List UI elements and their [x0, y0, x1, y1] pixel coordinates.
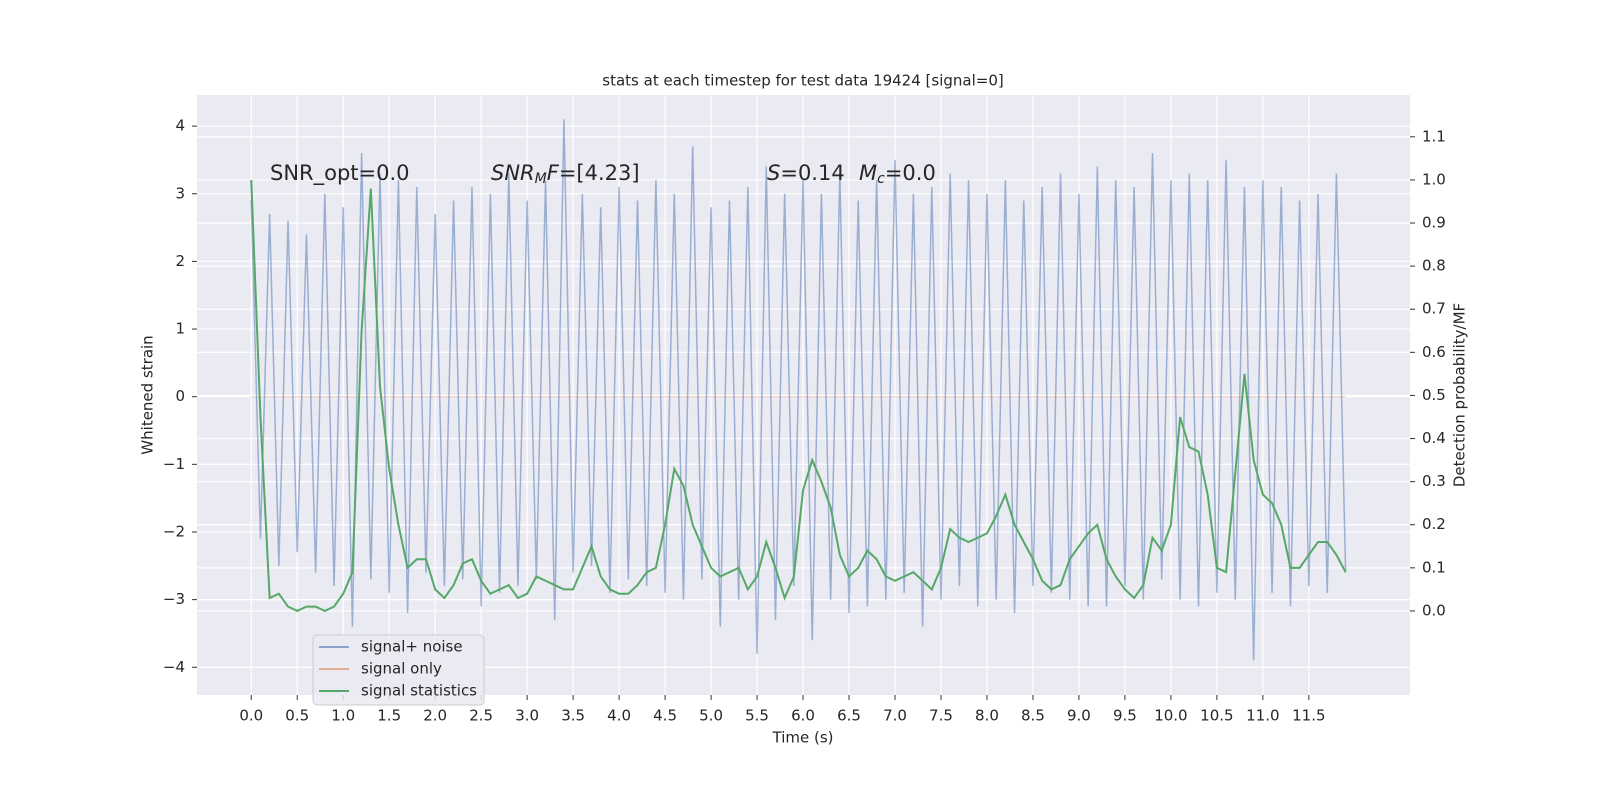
y-tick-label: −3	[163, 590, 185, 608]
annotation-part: c	[877, 171, 885, 187]
y-tick-label: −1	[163, 455, 185, 473]
annotation-part: =0.0	[885, 161, 936, 185]
legend-box	[312, 634, 485, 706]
annotation-part: M	[859, 161, 877, 185]
y2-tick-label: 0.5	[1422, 386, 1446, 404]
legend-label: signal+ noise	[361, 638, 463, 656]
series-line	[250, 119, 1347, 661]
y2-tick-label: 0.0	[1422, 601, 1446, 619]
annotation: SNRMF=[4.23]	[491, 161, 640, 187]
annotation-part: F	[547, 161, 560, 185]
x-tick-label: 8.0	[975, 707, 999, 725]
annotation: Mc=0.0	[859, 161, 936, 187]
y-tick-label: 3	[175, 184, 185, 202]
y2-axis-label: Detection probability/MF	[1451, 303, 1469, 487]
x-tick-label: 4.5	[653, 707, 677, 725]
y-tick-label: −2	[163, 522, 185, 540]
x-tick-label: 11.5	[1292, 707, 1325, 725]
x-tick-label: 5.0	[699, 707, 723, 725]
x-tick-label: 11.0	[1246, 707, 1279, 725]
y2-tick-label: 0.6	[1422, 343, 1446, 361]
x-tick-label: 1.5	[377, 707, 401, 725]
y2-tick-label: 1.1	[1422, 127, 1446, 145]
y2-tick-label: 0.2	[1422, 515, 1446, 533]
x-axis-label: Time (s)	[772, 729, 834, 747]
y-axis-label: Whitened strain	[139, 335, 157, 454]
y2-tick-label: 1.0	[1422, 170, 1446, 188]
x-tick-label: 1.0	[331, 707, 355, 725]
x-tick-label: 9.5	[1113, 707, 1137, 725]
x-tick-label: 2.5	[469, 707, 493, 725]
y-tick-label: 1	[175, 320, 185, 338]
annotation-part: =[4.23]	[559, 161, 640, 185]
y-tick-label: −4	[163, 658, 185, 676]
y2-tick-label: 0.8	[1422, 257, 1446, 275]
x-tick-label: 7.5	[929, 707, 953, 725]
x-tick-label: 5.5	[745, 707, 769, 725]
x-tick-label: 8.5	[1021, 707, 1045, 725]
y2-tick-label: 0.4	[1422, 429, 1446, 447]
x-tick-label: 3.0	[515, 707, 539, 725]
x-tick-label: 6.5	[837, 707, 861, 725]
y-tick-label: 4	[175, 117, 185, 135]
x-tick-label: 9.0	[1067, 707, 1091, 725]
y2-tick-label: 0.7	[1422, 300, 1446, 318]
annotation-part: SNR	[491, 161, 535, 185]
x-tick-label: 6.0	[791, 707, 815, 725]
annotation-part: M	[535, 171, 547, 187]
x-tick-label: 4.0	[607, 707, 631, 725]
y-tick-label: 2	[175, 252, 185, 270]
annotation-part: =0.14	[780, 161, 844, 185]
chart-title: stats at each timestep for test data 194…	[602, 72, 1003, 90]
x-tick-label: 0.5	[285, 707, 309, 725]
annotation: S=0.14	[767, 161, 845, 185]
legend-label: signal only	[361, 660, 442, 678]
x-tick-label: 0.0	[239, 707, 263, 725]
annotation-part: SNR_opt=0.0	[270, 161, 410, 186]
y2-tick-label: 0.3	[1422, 472, 1446, 490]
y2-tick-label: 0.9	[1422, 214, 1446, 232]
series-line	[250, 179, 1347, 613]
annotation: SNR_opt=0.0	[270, 161, 410, 186]
x-tick-label: 7.0	[883, 707, 907, 725]
x-tick-label: 10.0	[1154, 707, 1187, 725]
annotation-part: S	[767, 161, 780, 185]
y-tick-label: 0	[175, 387, 185, 405]
legend-label: signal statistics	[361, 682, 477, 700]
x-tick-label: 3.5	[561, 707, 585, 725]
x-tick-label: 2.0	[423, 707, 447, 725]
y2-tick-label: 0.1	[1422, 558, 1446, 576]
x-tick-label: 10.5	[1200, 707, 1233, 725]
